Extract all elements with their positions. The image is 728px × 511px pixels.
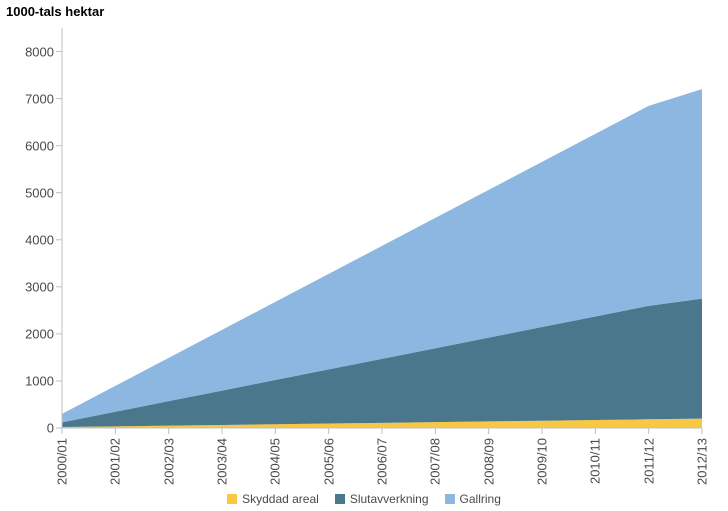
- x-tick-label: 2010/11: [588, 438, 603, 484]
- legend-label: Skyddad areal: [242, 492, 319, 506]
- legend-swatch: [335, 494, 345, 504]
- x-tick-label: 2007/08: [428, 438, 443, 485]
- x-tick-label: 2004/05: [268, 438, 283, 485]
- y-tick-label: 1000: [25, 373, 54, 388]
- x-tick-label: 2012/13: [695, 438, 710, 485]
- legend-label: Gallring: [460, 492, 501, 506]
- x-tick-label: 2001/02: [108, 438, 123, 485]
- x-tick-label: 2008/09: [481, 438, 496, 485]
- plot-area: 010002000300040005000600070008000: [62, 28, 702, 428]
- y-tick-label: 5000: [25, 185, 54, 200]
- y-tick-label: 3000: [25, 279, 54, 294]
- x-tick-label: 2000/01: [55, 438, 70, 485]
- plot-svg: [62, 28, 702, 428]
- stacked-area-chart: 1000-tals hektar 01000200030004000500060…: [0, 0, 728, 511]
- legend-swatch: [227, 494, 237, 504]
- y-tick-label: 4000: [25, 232, 54, 247]
- y-tick-label: 6000: [25, 138, 54, 153]
- x-axis-labels: 2000/012001/022002/032003/042004/052005/…: [62, 430, 702, 490]
- x-tick-label: 2006/07: [375, 438, 390, 485]
- x-tick-label: 2002/03: [161, 438, 176, 485]
- y-tick-label: 7000: [25, 91, 54, 106]
- legend: Skyddad areal Slutavverkning Gallring: [0, 492, 728, 507]
- legend-item: Skyddad areal: [227, 492, 319, 506]
- chart-title: 1000-tals hektar: [6, 4, 104, 19]
- y-tick-label: 2000: [25, 326, 54, 341]
- legend-swatch: [445, 494, 455, 504]
- y-tick-label: 0: [47, 421, 54, 436]
- legend-label: Slutavverkning: [350, 492, 429, 506]
- x-tick-label: 2011/12: [641, 438, 656, 484]
- legend-item: Gallring: [445, 492, 501, 506]
- x-tick-label: 2009/10: [535, 438, 550, 485]
- x-tick-label: 2005/06: [321, 438, 336, 485]
- legend-item: Slutavverkning: [335, 492, 429, 506]
- y-tick-label: 8000: [25, 44, 54, 59]
- x-tick-label: 2003/04: [215, 438, 230, 485]
